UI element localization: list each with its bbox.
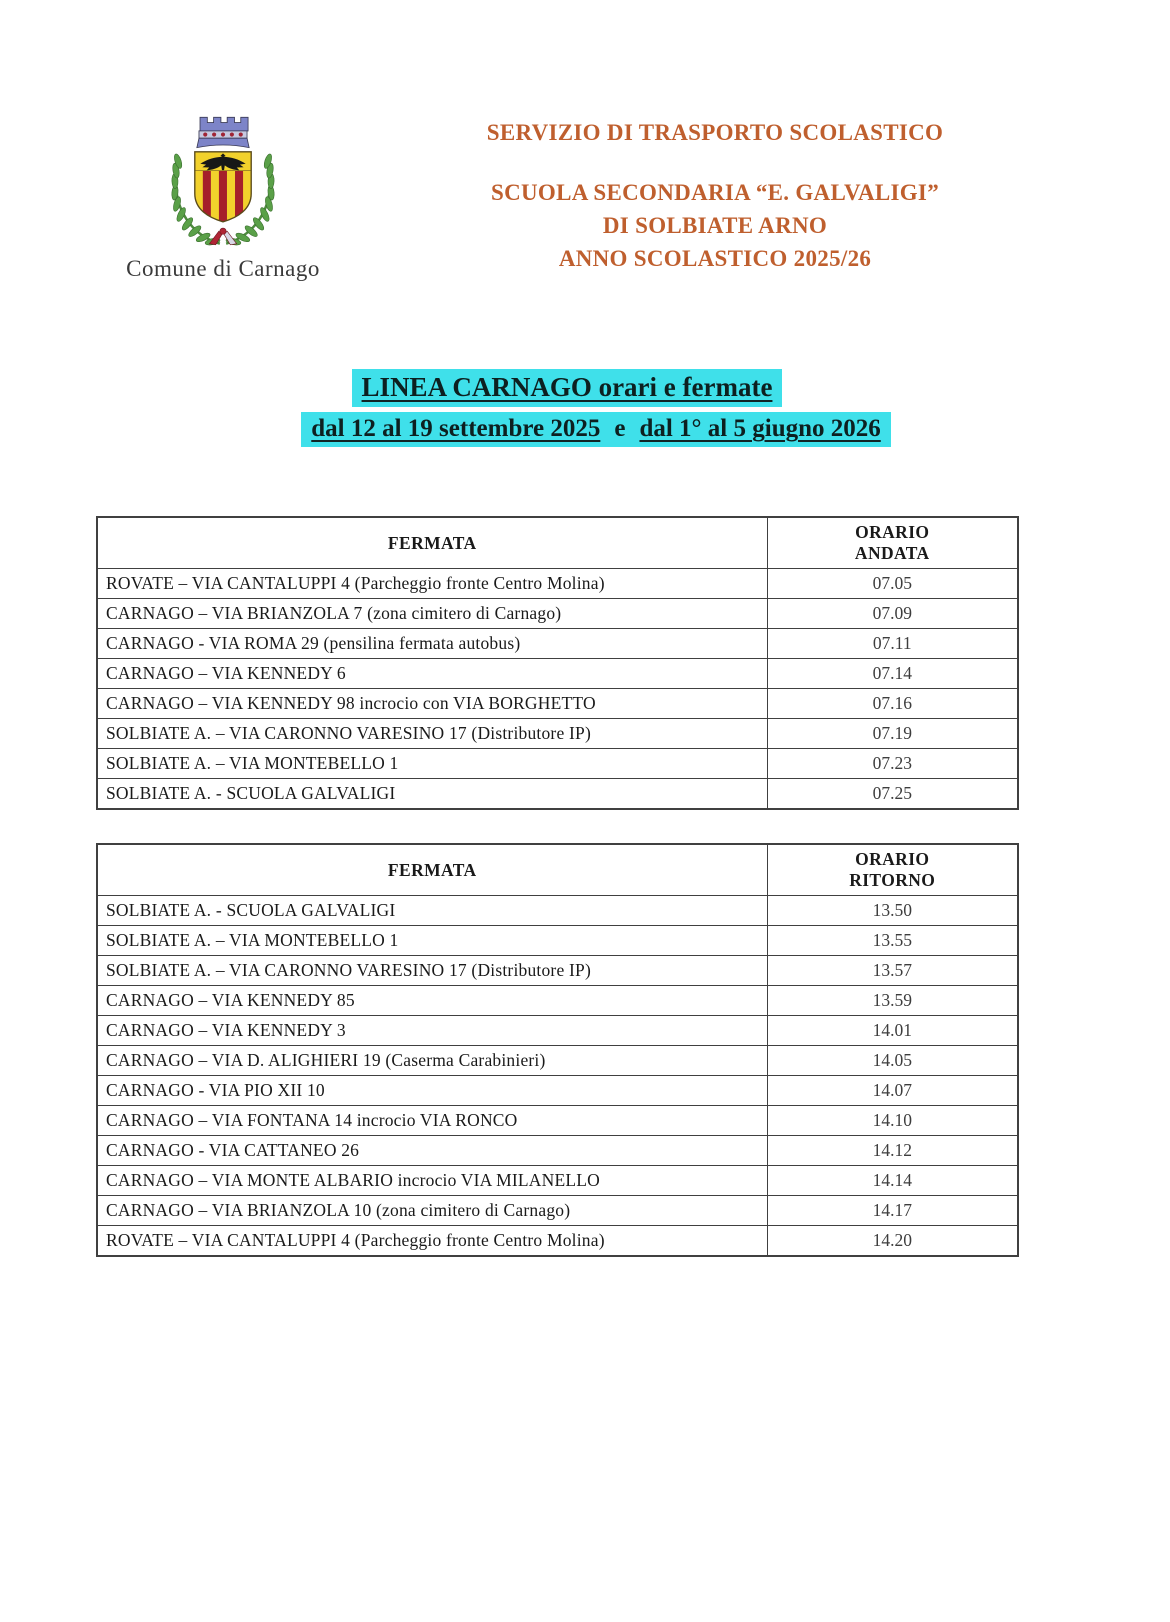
- orario-cell: 14.05: [766, 1045, 1019, 1076]
- fermata-cell: ROVATE – VIA CANTALUPPI 4 (Parcheggio fr…: [96, 1225, 768, 1257]
- orario-cell: 07.11: [766, 628, 1019, 659]
- shield: [194, 151, 252, 223]
- orario-cell: 14.17: [766, 1195, 1019, 1226]
- table-row: SOLBIATE A. - SCUOLA GALVALIGI 07.25: [96, 778, 1019, 810]
- fermata-cell: CARNAGO – VIA KENNEDY 3: [96, 1015, 768, 1046]
- school-name: SCUOLA SECONDARIA “E. GALVALIGI”: [490, 180, 939, 205]
- line-dates: dal 12 al 19 settembre 2025 e dal 1° al 5 …: [0, 412, 1170, 447]
- fermata-cell: CARNAGO – VIA KENNEDY 85: [96, 985, 768, 1016]
- fermata-cell: CARNAGO – VIA D. ALIGHIERI 19 (Caserma C…: [96, 1045, 768, 1076]
- orario-cell: 14.10: [766, 1105, 1019, 1136]
- school-year: ANNO SCOLASTICO 2025/26: [558, 246, 872, 271]
- service-header: SERVIZIO DI TRASPORTO SCOLASTICO SCUOLA …: [420, 120, 1010, 275]
- orario-cell: 13.55: [766, 925, 1019, 956]
- table-row: CARNAGO – VIA MONTE ALBARIO incrocio VIA…: [96, 1165, 1019, 1196]
- orario-cell: 07.09: [766, 598, 1019, 629]
- fermata-cell: SOLBIATE A. - SCUOLA GALVALIGI: [96, 778, 768, 810]
- fermata-header: FERMATA: [96, 516, 768, 569]
- orario-cell: 07.25: [766, 778, 1019, 810]
- table-row: ROVATE – VIA CANTALUPPI 4 (Parcheggio fr…: [96, 1225, 1019, 1257]
- table-row: CARNAGO – VIA KENNEDY 3 14.01: [96, 1015, 1019, 1046]
- table-row: CARNAGO – VIA KENNEDY 6 07.14: [96, 658, 1019, 689]
- table-row: ROVATE – VIA CANTALUPPI 4 (Parcheggio fr…: [96, 568, 1019, 599]
- table-row: CARNAGO - VIA ROMA 29 (pensilina fermata…: [96, 628, 1019, 659]
- comune-logo-block: Comune di Carnago: [118, 110, 328, 282]
- table-row: SOLBIATE A. – VIA MONTEBELLO 1 07.23: [96, 748, 1019, 779]
- fermata-cell: CARNAGO - VIA PIO XII 10: [96, 1075, 768, 1106]
- comune-caption: Comune di Carnago: [126, 256, 320, 281]
- line-title-text: LINEA CARNAGO orari e fermate: [351, 369, 783, 407]
- andata-header-row: FERMATA ORARIO ANDATA: [96, 516, 1019, 569]
- fermata-cell: CARNAGO - VIA CATTANEO 26: [96, 1135, 768, 1166]
- dates-september: dal 12 al 19 settembre 2025: [311, 415, 601, 442]
- municipal-coat-of-arms-icon: [160, 116, 286, 250]
- table-row: SOLBIATE A. - SCUOLA GALVALIGI 13.50: [96, 895, 1019, 926]
- mural-crown: [196, 116, 250, 149]
- table-row: SOLBIATE A. – VIA CARONNO VARESINO 17 (D…: [96, 718, 1019, 749]
- andata-table: FERMATA ORARIO ANDATA ROVATE – VIA CANTAL…: [96, 516, 1019, 810]
- fermata-header: FERMATA: [96, 843, 768, 896]
- school-town: DI SOLBIATE ARNO: [602, 213, 828, 238]
- fermata-cell: CARNAGO – VIA MONTE ALBARIO incrocio VIA…: [96, 1165, 768, 1196]
- line-dates-text: dal 12 al 19 settembre 2025 e dal 1° al 5 …: [301, 412, 891, 447]
- table-row: CARNAGO – VIA BRIANZOLA 10 (zona cimiter…: [96, 1195, 1019, 1226]
- orario-ritorno-header: ORARIO RITORNO: [766, 843, 1019, 896]
- table-row: CARNAGO - VIA PIO XII 10 14.07: [96, 1075, 1019, 1106]
- line-title: LINEA CARNAGO orari e fermate: [0, 369, 1170, 407]
- fermata-cell: SOLBIATE A. – VIA CARONNO VARESINO 17 (D…: [96, 955, 768, 986]
- ritorno-table: FERMATA ORARIO RITORNO SOLBIATE A. - SCUO…: [96, 843, 1019, 1257]
- fermata-cell: CARNAGO – VIA BRIANZOLA 7 (zona cimitero…: [96, 598, 768, 629]
- fermata-cell: SOLBIATE A. – VIA MONTEBELLO 1: [96, 925, 768, 956]
- eagle: [200, 153, 246, 171]
- table-row: CARNAGO – VIA KENNEDY 98 incrocio con VI…: [96, 688, 1019, 719]
- table-row: CARNAGO – VIA FONTANA 14 incrocio VIA RO…: [96, 1105, 1019, 1136]
- orario-cell: 07.16: [766, 688, 1019, 719]
- ritorno-header-row: FERMATA ORARIO RITORNO: [96, 843, 1019, 896]
- fermata-cell: CARNAGO – VIA KENNEDY 98 incrocio con VI…: [96, 688, 768, 719]
- service-title: SERVIZIO DI TRASPORTO SCOLASTICO: [486, 120, 944, 145]
- table-row: CARNAGO – VIA BRIANZOLA 7 (zona cimitero…: [96, 598, 1019, 629]
- orario-cell: 14.14: [766, 1165, 1019, 1196]
- fermata-cell: CARNAGO – VIA BRIANZOLA 10 (zona cimiter…: [96, 1195, 768, 1226]
- orario-cell: 14.07: [766, 1075, 1019, 1106]
- orario-cell: 14.20: [766, 1225, 1019, 1257]
- fermata-cell: CARNAGO – VIA FONTANA 14 incrocio VIA RO…: [96, 1105, 768, 1136]
- fermata-cell: SOLBIATE A. – VIA CARONNO VARESINO 17 (D…: [96, 718, 768, 749]
- orario-cell: 13.50: [766, 895, 1019, 926]
- orario-cell: 13.57: [766, 955, 1019, 986]
- table-row: CARNAGO – VIA D. ALIGHIERI 19 (Caserma C…: [96, 1045, 1019, 1076]
- fermata-cell: CARNAGO – VIA KENNEDY 6: [96, 658, 768, 689]
- table-row: CARNAGO – VIA KENNEDY 85 13.59: [96, 985, 1019, 1016]
- table-row: SOLBIATE A. – VIA MONTEBELLO 1 13.55: [96, 925, 1019, 956]
- orario-cell: 14.01: [766, 1015, 1019, 1046]
- table-row: CARNAGO - VIA CATTANEO 26 14.12: [96, 1135, 1019, 1166]
- orario-cell: 07.19: [766, 718, 1019, 749]
- orario-cell: 14.12: [766, 1135, 1019, 1166]
- orario-cell: 07.23: [766, 748, 1019, 779]
- dates-june: dal 1° al 5 giugno 2026: [639, 415, 881, 442]
- orario-cell: 07.14: [766, 658, 1019, 689]
- orario-cell: 13.59: [766, 985, 1019, 1016]
- dates-separator: e: [614, 415, 626, 442]
- fermata-cell: SOLBIATE A. – VIA MONTEBELLO 1: [96, 748, 768, 779]
- fermata-cell: CARNAGO - VIA ROMA 29 (pensilina fermata…: [96, 628, 768, 659]
- table-row: SOLBIATE A. – VIA CARONNO VARESINO 17 (D…: [96, 955, 1019, 986]
- fermata-cell: ROVATE – VIA CANTALUPPI 4 (Parcheggio fr…: [96, 568, 768, 599]
- ribbon: [208, 227, 238, 246]
- orario-andata-header: ORARIO ANDATA: [766, 516, 1019, 569]
- orario-cell: 07.05: [766, 568, 1019, 599]
- fermata-cell: SOLBIATE A. - SCUOLA GALVALIGI: [96, 895, 768, 926]
